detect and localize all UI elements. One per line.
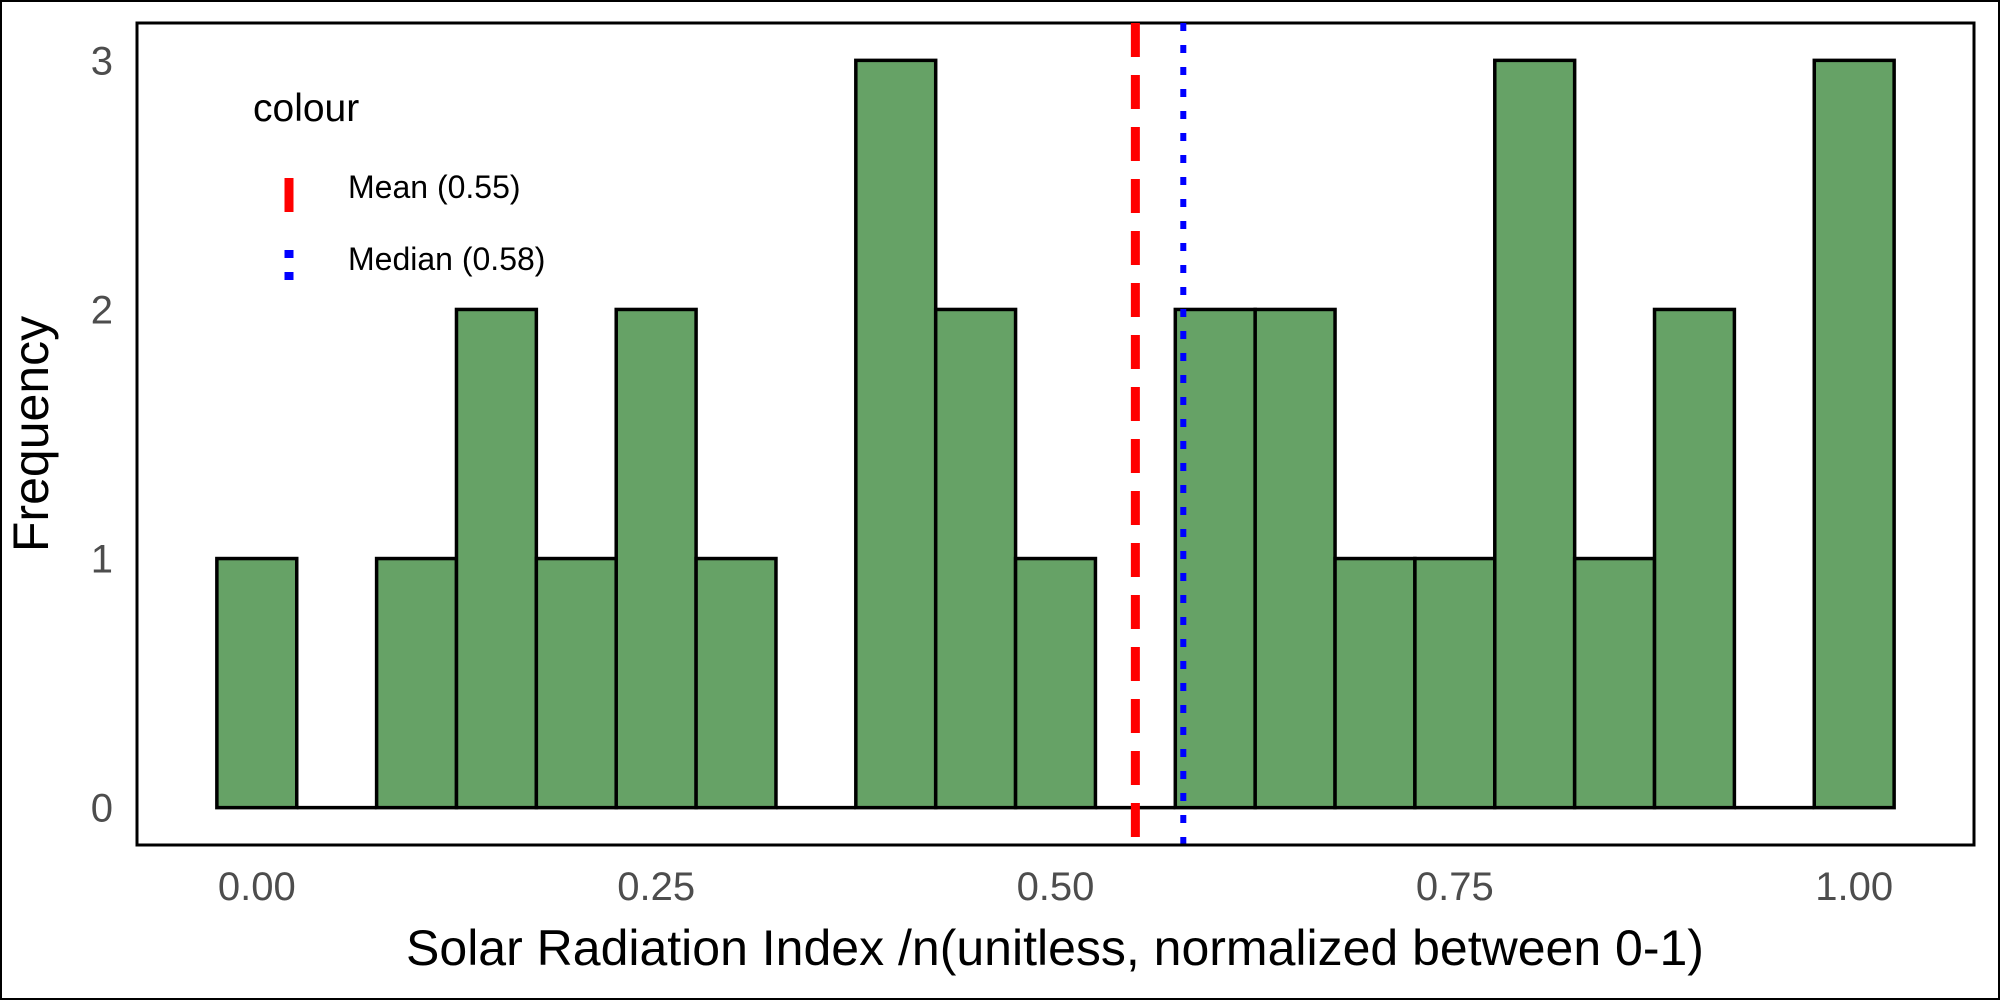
legend-item-label: Median (0.58) xyxy=(348,241,545,277)
bars-layer xyxy=(215,58,1896,810)
histogram-bar xyxy=(454,307,539,810)
x-tick-label: 0.75 xyxy=(1416,865,1494,909)
histogram-bar xyxy=(1572,556,1657,810)
legend-title: colour xyxy=(253,87,359,130)
histogram-bar xyxy=(614,307,698,810)
histogram-bar xyxy=(694,556,778,810)
reference-lines-layer xyxy=(1130,23,1187,845)
y-tick-label: 0 xyxy=(91,787,113,831)
histogram-bar xyxy=(854,58,938,810)
histogram-bar xyxy=(1812,58,1896,810)
histogram-bar xyxy=(215,556,299,810)
x-axis-title: Solar Radiation Index /n(unitless, norma… xyxy=(406,920,1704,976)
legend-items: Mean (0.55) Median (0.58) xyxy=(284,169,545,294)
histogram-bar xyxy=(534,556,618,810)
histogram-bar xyxy=(1173,307,1257,810)
y-tick-label: 2 xyxy=(91,288,113,332)
x-tick-label: 0.50 xyxy=(1017,865,1095,909)
histogram-bar xyxy=(1253,307,1337,810)
legend-item-label: Mean (0.55) xyxy=(348,169,521,205)
histogram-bar xyxy=(1413,556,1497,810)
x-tick-label: 0.25 xyxy=(617,865,695,909)
y-tick-label: 3 xyxy=(91,39,113,83)
histogram-bar xyxy=(374,556,459,810)
histogram-bar xyxy=(1652,307,1737,810)
x-tick-label: 0.00 xyxy=(218,865,296,909)
y-tick-labels: 0 1 2 3 xyxy=(91,39,113,830)
x-tick-label: 1.00 xyxy=(1815,865,1893,909)
y-axis-title: Frequency xyxy=(3,316,59,552)
histogram-bar xyxy=(1013,556,1098,810)
legend: colour Mean (0.55) Median (0.58) xyxy=(253,87,545,294)
histogram-bar xyxy=(933,307,1018,810)
histogram-bar xyxy=(1333,556,1417,810)
x-tick-labels: 0.00 0.25 0.50 0.75 1.00 xyxy=(218,865,1893,909)
y-tick-label: 1 xyxy=(91,538,113,582)
histogram-bar xyxy=(1493,58,1577,810)
